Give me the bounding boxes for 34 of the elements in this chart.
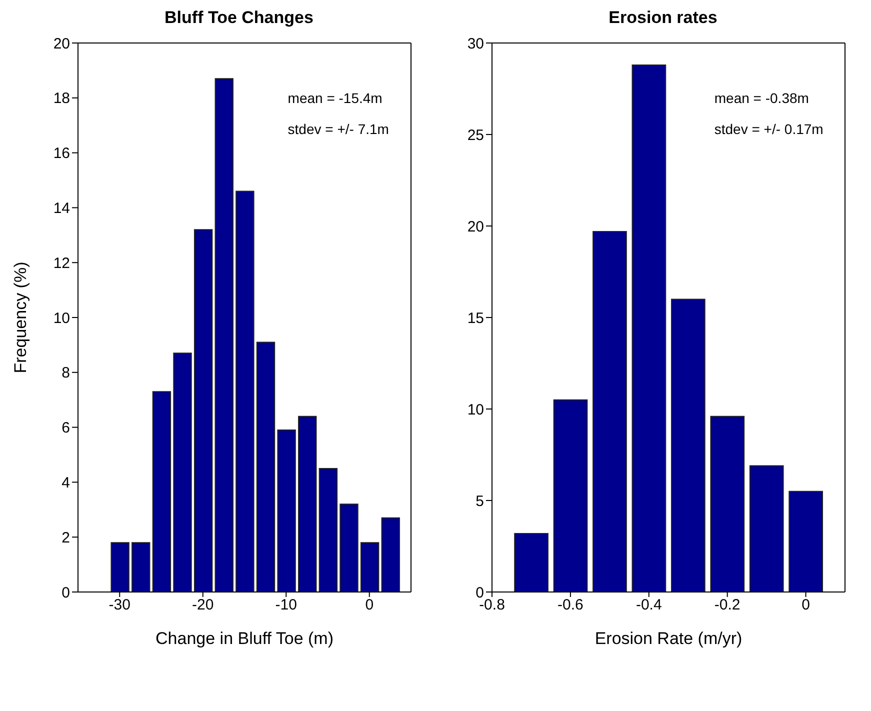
y-tick-label: 25 — [467, 126, 484, 144]
chart-title: Bluff Toe Changes — [164, 8, 314, 29]
y-tick-label: 2 — [62, 529, 70, 546]
y-tick-label: 10 — [53, 310, 70, 327]
y-axis-title: Frequency (%) — [11, 262, 30, 374]
annotation: stdev = +/- 0.17m — [714, 120, 824, 140]
x-tick-label: 0 — [365, 596, 374, 614]
y-tick-label: 4 — [62, 474, 70, 492]
x-axis-title: Change in Bluff Toe (m) — [156, 629, 334, 648]
y-tick-label: 0 — [62, 584, 70, 602]
x-tick-label: -0.2 — [714, 596, 740, 614]
annotation: mean = -0.38m — [714, 89, 810, 108]
y-tick-label: 16 — [53, 145, 70, 162]
y-tick-label: 10 — [467, 401, 484, 418]
y-tick-label: 8 — [62, 364, 70, 382]
y-tick-label: 12 — [53, 254, 70, 272]
y-tick-label: 20 — [53, 35, 70, 52]
annotation: mean = -15.4m — [288, 89, 384, 108]
x-tick-label: -30 — [108, 596, 130, 614]
y-tick-label: 14 — [53, 200, 70, 218]
x-tick-label: -10 — [275, 596, 297, 614]
y-tick-label: 20 — [467, 218, 484, 236]
x-axis-title: Erosion Rate (m/yr) — [594, 629, 742, 648]
y-tick-label: 18 — [53, 90, 70, 108]
y-tick-label: 30 — [467, 35, 484, 52]
x-tick-label: -20 — [192, 596, 214, 614]
x-tick-label: -0.6 — [558, 596, 584, 614]
x-tick-label: 0 — [802, 596, 810, 614]
annotation: stdev = +/- 7.1m — [288, 120, 389, 140]
y-tick-label: 15 — [467, 310, 484, 327]
chart-title: Erosion rates — [608, 8, 718, 29]
x-tick-label: -0.4 — [636, 596, 662, 614]
y-tick-label: 5 — [476, 492, 484, 510]
y-tick-label: 6 — [62, 420, 70, 437]
